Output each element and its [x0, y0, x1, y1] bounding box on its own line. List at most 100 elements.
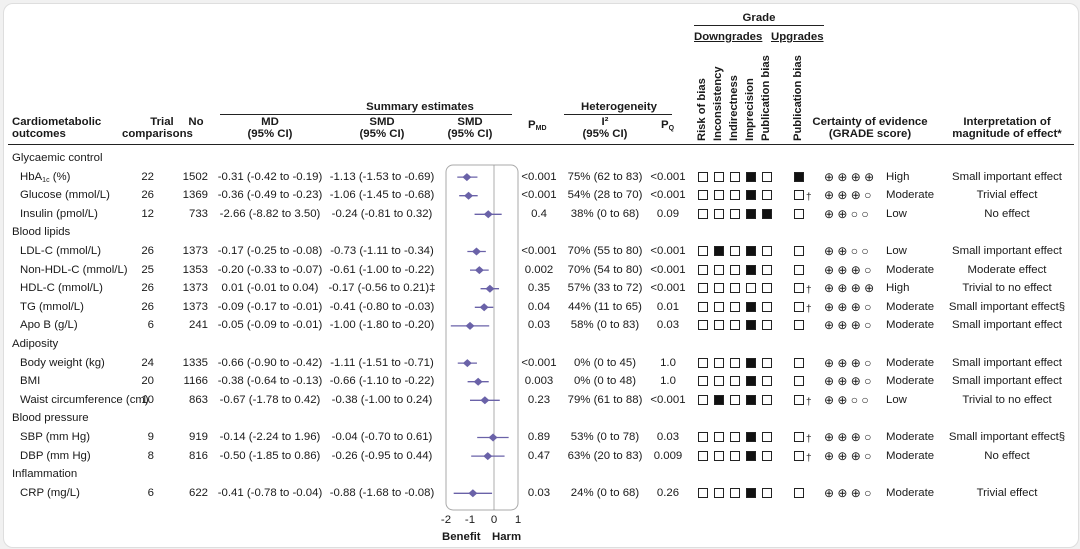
downgrade-box: [698, 246, 708, 256]
p-md: 0.003: [524, 375, 554, 388]
certainty-label: Moderate: [886, 263, 935, 276]
interpretation: Trivial effect: [976, 486, 1038, 499]
smd-ci: -0.66 (-1.10 to -0.22): [329, 375, 435, 388]
header-interp-2: magnitude of effect*: [952, 128, 1062, 140]
x-tick-label: 0: [490, 514, 498, 526]
section-title: Inflammation: [12, 468, 78, 481]
upgrade-box: [794, 357, 804, 368]
downgrade-box: [730, 450, 740, 461]
certainty-circles: ⊕ ⊕ ⊕ ○: [824, 262, 872, 277]
p-q: 0.03: [656, 319, 680, 332]
point-estimate: [471, 247, 481, 256]
interpretation: No effect: [984, 449, 1030, 462]
header-no: No: [188, 116, 204, 128]
downgrade-box: [698, 357, 708, 368]
interpretation: Small important effect: [952, 375, 1062, 388]
downgrade-box: [762, 432, 772, 442]
downgrade-box: [698, 171, 708, 182]
certainty-circles: ⊕ ⊕ ○ ○: [824, 244, 869, 258]
interpretation: Trivial effect: [976, 189, 1038, 202]
outcome-name: TG (mmol/L): [20, 300, 84, 313]
p-md: 0.4: [531, 207, 547, 220]
point-estimate: [462, 173, 472, 182]
downgrade-box: [762, 246, 772, 256]
upgrade-box: [794, 394, 804, 405]
heterogeneity-rule: [564, 114, 672, 115]
p-md: 0.89: [527, 431, 551, 443]
trial-count: 24: [141, 356, 154, 369]
certainty-label: Moderate: [886, 375, 935, 388]
participant-count: 919: [188, 431, 208, 443]
p-md: 0.35: [527, 282, 551, 295]
certainty-label: Low: [886, 393, 907, 406]
header-upgrades: Upgrades: [771, 31, 824, 43]
md-ci: -0.14 (-2.24 to 1.96): [219, 431, 321, 443]
downgrade-box: [714, 394, 724, 405]
certainty-circles: ⊕ ⊕ ⊕ ○: [824, 188, 872, 203]
md-ci: -0.31 (-0.42 to -0.19): [217, 170, 323, 183]
i2-ci: 38% (0 to 68): [570, 207, 640, 220]
p-q: <0.001: [650, 245, 686, 257]
outcome-label: Glucose (mmol/L): [20, 189, 110, 202]
md-ci: -0.67 (-1.78 to 0.42): [219, 393, 321, 406]
upgrade-box: [794, 320, 804, 331]
header-smd-2: (95% CI): [359, 128, 405, 140]
outcome-name: SBP (mm Hg): [20, 431, 91, 443]
dagger-mark: †: [806, 452, 812, 464]
point-estimate: [483, 452, 493, 461]
interpretation: Small important effect: [952, 245, 1062, 257]
downgrade-box: [746, 301, 756, 312]
header-certainty-2: (GRADE score): [828, 128, 912, 140]
dagger-mark: †: [806, 434, 812, 445]
header-interp-1: Interpretation of: [963, 116, 1051, 128]
md-ci: -0.36 (-0.49 to -0.23): [217, 189, 323, 202]
outcome-label: Insulin (pmol/L): [20, 208, 98, 221]
outcome-label: Body weight (kg): [20, 357, 105, 370]
certainty-circles: ⊕ ⊕ ⊕ ○: [824, 485, 872, 500]
downgrade-box: [698, 264, 708, 275]
trial-count: 12: [141, 207, 154, 220]
downgrade-box: [698, 376, 708, 387]
header-trial-1: Trial: [150, 116, 174, 128]
certainty-circles: ⊕ ⊕ ⊕ ○: [824, 355, 872, 370]
i2-ci: 75% (62 to 83): [567, 170, 643, 183]
downgrade-box: [730, 376, 740, 387]
certainty-circles: ⊕ ⊕ ⊕ ⊕: [824, 169, 875, 184]
certainty-label: Moderate: [886, 189, 935, 202]
outcome-name: HbA: [20, 170, 43, 183]
downgrade-box: [746, 190, 756, 201]
point-estimate: [488, 433, 498, 442]
p-q: <0.001: [650, 189, 686, 202]
downgrade-box: [714, 171, 724, 182]
certainty-label: Moderate: [886, 431, 935, 443]
i2-ci: 58% (0 to 83): [570, 319, 640, 332]
upgrade-box: [794, 171, 804, 182]
p-q: 1.0: [660, 356, 676, 369]
participant-count: 733: [188, 207, 208, 220]
i2-ci: 79% (61 to 88): [567, 393, 643, 406]
trial-count: 26: [141, 300, 154, 313]
participant-count: 1369: [182, 189, 208, 202]
downgrade-box: [714, 208, 724, 219]
p-q: 0.01: [656, 300, 680, 313]
certainty-circles: ⊕ ⊕ ⊕ ○: [824, 299, 872, 314]
participant-count: 241: [188, 319, 208, 332]
i2-ci: 0% (0 to 48): [573, 375, 637, 388]
p-q: 0.09: [656, 207, 680, 220]
interpretation: Moderate effect: [967, 263, 1047, 276]
downgrade-box: [746, 432, 756, 442]
downgrade-box: [714, 283, 724, 294]
downgrade-box: [746, 320, 756, 331]
p-md: 0.002: [524, 263, 554, 276]
upgrade-box: [794, 208, 804, 219]
upgrade-box: [794, 432, 804, 442]
header-trial-2: comparisons: [122, 128, 193, 140]
header-smdplot-2: (95% CI): [447, 128, 493, 140]
certainty-label: Moderate: [886, 319, 935, 332]
downgrade-box: [698, 487, 708, 498]
interpretation: Small important effect: [952, 170, 1062, 183]
p-md: 0.47: [527, 449, 551, 462]
downgrade-box: [730, 432, 740, 442]
upgrade-box: [794, 487, 804, 498]
p-md: <0.001: [521, 245, 557, 257]
